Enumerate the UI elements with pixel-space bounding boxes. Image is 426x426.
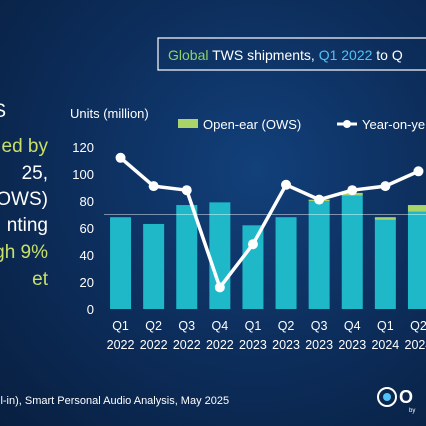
- legend-label-ows: Open-ear (OWS): [203, 117, 301, 132]
- yoy-point: [347, 185, 358, 196]
- logo-subtext: by: [409, 408, 415, 414]
- logo: O by: [377, 387, 415, 414]
- x-tick-quarter: Q1: [112, 319, 129, 333]
- x-tick-year: 2022: [140, 338, 168, 352]
- bars: [110, 192, 426, 309]
- x-tick-quarter: Q3: [311, 319, 328, 333]
- bar: [275, 217, 297, 309]
- x-tick-quarter: Q4: [344, 319, 361, 333]
- x-tick-year: 2022: [206, 338, 234, 352]
- bar: [374, 219, 396, 309]
- bar: [308, 201, 330, 309]
- left-panel-line: S: [0, 101, 6, 122]
- y-tick-label: 100: [72, 167, 94, 182]
- x-tick-year: 2023: [239, 338, 267, 352]
- yoy-point: [247, 239, 258, 250]
- y-axis: 0 20 40 60 80 100 120: [72, 140, 94, 317]
- bar: [110, 217, 132, 309]
- x-tick-year: 2023: [272, 338, 300, 352]
- bar: [209, 202, 231, 309]
- left-panel-line: OWS): [0, 189, 48, 210]
- bar: [341, 195, 363, 309]
- title-box: [157, 37, 426, 71]
- bar-ows: [374, 217, 396, 220]
- y-tick-label: 80: [80, 194, 94, 209]
- x-tick-quarter: Q4: [212, 319, 229, 333]
- bar-ows: [407, 205, 426, 212]
- yoy-point: [281, 179, 292, 190]
- left-panel-line: et: [32, 269, 49, 290]
- x-tick-quarter: Q2: [278, 319, 295, 333]
- yoy-point: [413, 166, 424, 177]
- left-panel-line: 25,: [22, 163, 48, 184]
- x-tick-year: 2023: [305, 338, 333, 352]
- yoy-point: [181, 185, 192, 196]
- yoy-point: [115, 152, 126, 163]
- chart-title: Global TWS shipments, Q1 2022 to Q: [168, 47, 403, 63]
- bar: [242, 225, 264, 309]
- yoy-series-line: [119, 156, 420, 290]
- left-panel-line: gh 9%: [0, 242, 48, 263]
- y-tick-label: 20: [80, 275, 94, 290]
- legend-swatch-ows: [178, 119, 198, 128]
- yoy-point: [214, 282, 225, 293]
- x-tick-quarter: Q3: [178, 319, 195, 333]
- x-tick-year: 2024: [371, 338, 399, 352]
- x-tick-year: 2022: [173, 338, 201, 352]
- yoy-line: [115, 152, 424, 293]
- bar: [143, 223, 165, 309]
- left-panel-line: ed by: [2, 136, 49, 157]
- logo-text: O: [399, 387, 413, 407]
- yoy-point: [148, 181, 159, 192]
- yoy-point: [314, 194, 325, 205]
- logo-ring-icon: [377, 387, 397, 407]
- x-tick-quarter: Q2: [410, 319, 426, 333]
- x-tick-quarter: Q1: [377, 319, 394, 333]
- y-tick-label: 40: [80, 248, 94, 263]
- y-tick-label: 60: [80, 221, 94, 236]
- left-panel-line: nting: [7, 215, 48, 236]
- y-axis-label: Units (million): [70, 106, 149, 121]
- x-tick-year: 2022: [107, 338, 135, 352]
- left-panel-text: Sed by 25, OWS) nting gh 9% et: [0, 101, 49, 290]
- bar: [176, 205, 198, 309]
- legend-label-yoy: Year-on-ye: [362, 117, 425, 132]
- x-tick-year: 2023: [338, 338, 366, 352]
- x-tick-year: 2024: [405, 338, 426, 352]
- legend-marker-yoy: [343, 120, 351, 128]
- x-axis: Q1 2022 Q2 2022 Q3 2022 Q4 2022 Q1 2023 Q2 2023 Q3 20…: [107, 319, 426, 352]
- bar: [407, 211, 426, 309]
- x-tick-quarter: Q1: [245, 319, 262, 333]
- yoy-point: [380, 181, 391, 192]
- y-tick-label: 120: [72, 140, 94, 155]
- source-note: ll-in), Smart Personal Audio Analysis, M…: [0, 395, 229, 407]
- logo-dot-icon: [383, 393, 391, 401]
- x-tick-quarter: Q2: [145, 319, 162, 333]
- y-tick-label: 0: [87, 302, 94, 317]
